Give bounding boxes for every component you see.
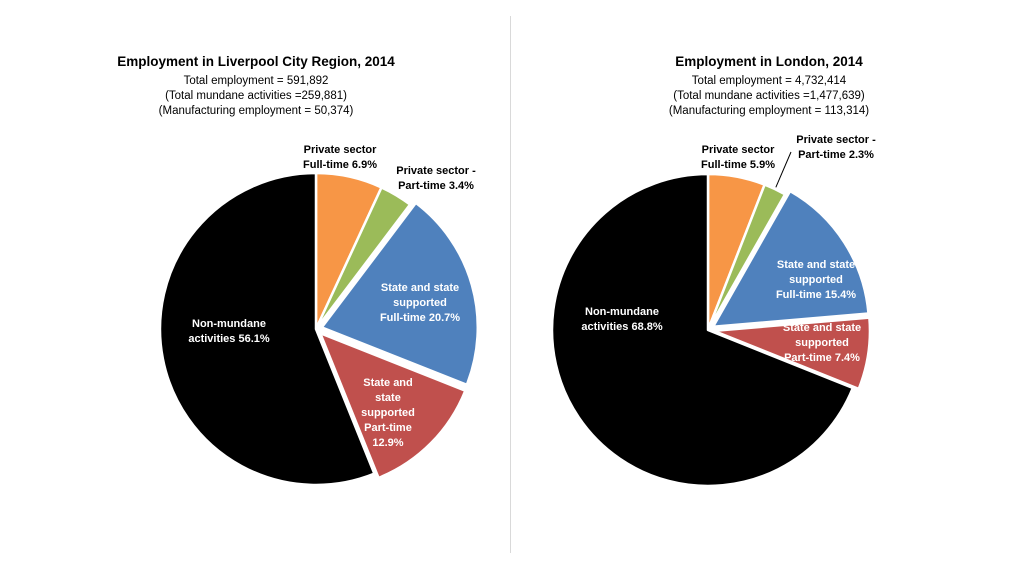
pie-slice [319, 331, 467, 480]
data-label: Non-mundane activities 68.8% [581, 306, 663, 333]
data-label-line: supported [789, 274, 843, 286]
pie-slice [706, 183, 787, 332]
pie-slice [158, 171, 376, 487]
data-label-line: Part-time [364, 422, 412, 434]
chart-subtitle-line: (Total mundane activities =259,881) [165, 90, 347, 102]
data-label: Non-mundane activities 56.1% [188, 318, 270, 345]
pie-slice [320, 201, 480, 387]
data-label-line: Non-mundane [192, 318, 266, 330]
data-label-line: Private sector [702, 144, 775, 156]
data-label-line: Part-time 3.4% [398, 180, 474, 192]
data-label-line: State and state [777, 259, 855, 271]
data-label: State and state supported Full-time 15.4% [776, 259, 856, 301]
data-label-line: Full-time 15.4% [776, 289, 856, 301]
data-label-line: Part-time 7.4% [784, 352, 860, 364]
data-label-line: supported [361, 407, 415, 419]
data-label-line: Full-time 20.7% [380, 312, 460, 324]
leader-line [775, 151, 792, 188]
data-label-line: Private sector - [796, 134, 876, 146]
chart-subtitle-line: Total employment = 591,892 [183, 75, 329, 87]
chart-panel-liverpool: Employment in Liverpool City Region, 201… [0, 54, 512, 487]
chart-subtitle-line: (Manufacturing employment = 113,314) [668, 105, 870, 117]
data-label-line: activities 56.1% [188, 333, 270, 345]
data-label-line: Full-time 6.9% [303, 159, 377, 171]
data-label: Private sector - Part-time 3.4% [396, 165, 476, 192]
chart-title: Employment in Liverpool City Region, 201… [117, 54, 395, 69]
data-label: Private sector Full-time 6.9% [303, 144, 377, 171]
panel-divider [510, 16, 511, 553]
data-label-line: Private sector [304, 144, 377, 156]
data-label-line: State and state [783, 322, 861, 334]
data-label: Private sector - Part-time 2.3% [796, 134, 876, 161]
pie-slice [711, 189, 870, 329]
data-label-line: Part-time 2.3% [798, 149, 874, 161]
data-label: State and state supported Full-time 20.7% [380, 282, 460, 324]
pie-slice [314, 186, 412, 331]
chart-header: Employment in London, 2014 Total employm… [513, 54, 1024, 119]
data-label-line: 12.9% [372, 437, 403, 449]
chart-subtitle-line: Total employment = 4,732,414 [691, 75, 847, 87]
data-label-line: activities 68.8% [581, 321, 663, 333]
chart-header: Employment in Liverpool City Region, 201… [0, 54, 512, 119]
chart-subtitle-line: (Total mundane activities =1,477,639) [673, 90, 865, 102]
pie-chart-london: Private sector Full-time 5.9%Private sect… [550, 134, 876, 488]
pie-chart-liverpool: Private sector Full-time 6.9% Private sect… [158, 144, 480, 487]
data-label-line: Non-mundane [585, 306, 659, 318]
data-label-line: supported [393, 297, 447, 309]
pie-slice [712, 316, 872, 391]
data-label: Private sector Full-time 5.9% [701, 144, 775, 171]
chart-panel-london: Employment in London, 2014 Total employm… [513, 0, 1024, 575]
chart-title: Employment in London, 2014 [675, 54, 863, 69]
data-label-line: supported [795, 337, 849, 349]
data-label-line: Private sector - [396, 165, 476, 177]
data-label: State and state supported Part-time 12.9% [361, 377, 415, 449]
data-label: State and state supported Part-time 7.4% [783, 322, 861, 364]
data-label-line: Full-time 5.9% [701, 159, 775, 171]
data-label-line: State and state [381, 282, 459, 294]
pie-slice [550, 172, 855, 488]
data-label-line: state [375, 392, 401, 404]
data-label-line: State and [363, 377, 413, 389]
chart-subtitle-line: (Manufacturing employment = 50,374) [158, 105, 354, 117]
